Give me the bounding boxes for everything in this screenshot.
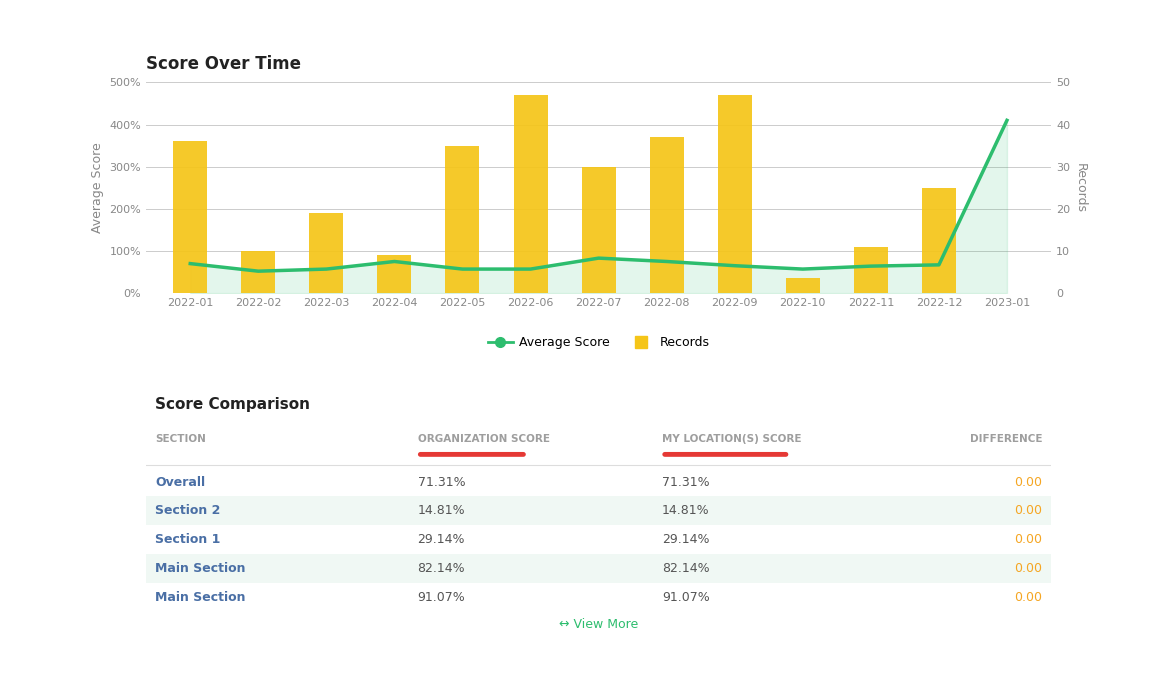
Text: Score Over Time: Score Over Time (146, 54, 301, 73)
Text: 91.07%: 91.07% (418, 591, 465, 604)
Text: 82.14%: 82.14% (418, 562, 465, 575)
Text: MY LOCATION(S) SCORE: MY LOCATION(S) SCORE (662, 434, 801, 444)
Text: 82.14%: 82.14% (662, 562, 710, 575)
Text: ↔ View More: ↔ View More (559, 618, 638, 631)
Text: 0.00: 0.00 (1014, 475, 1042, 488)
Bar (173, 142, 207, 293)
Bar (310, 213, 343, 293)
Text: 0.00: 0.00 (1014, 504, 1042, 517)
Text: DIFFERENCE: DIFFERENCE (969, 434, 1042, 444)
Text: 14.81%: 14.81% (418, 504, 465, 517)
FancyBboxPatch shape (146, 525, 1051, 554)
Bar (242, 251, 276, 293)
Text: ORGANIZATION SCORE: ORGANIZATION SCORE (418, 434, 550, 444)
Text: Main Section: Main Section (155, 591, 245, 604)
FancyBboxPatch shape (146, 583, 1051, 611)
Bar (922, 188, 955, 293)
Text: 0.00: 0.00 (1014, 533, 1042, 546)
Text: 0.00: 0.00 (1014, 591, 1042, 604)
Legend: Average Score, Records: Average Score, Records (482, 331, 715, 354)
Text: 0.00: 0.00 (1014, 562, 1042, 575)
Bar (514, 95, 548, 293)
Y-axis label: Average Score: Average Score (91, 142, 104, 233)
Text: 71.31%: 71.31% (418, 475, 465, 488)
Y-axis label: Records: Records (1073, 163, 1087, 213)
Bar (649, 137, 683, 293)
Text: 29.14%: 29.14% (418, 533, 465, 546)
Bar (582, 167, 616, 293)
Text: 14.81%: 14.81% (662, 504, 710, 517)
FancyBboxPatch shape (146, 497, 1051, 525)
FancyBboxPatch shape (146, 554, 1051, 583)
Text: SECTION: SECTION (155, 434, 206, 444)
Bar (377, 255, 411, 293)
FancyBboxPatch shape (146, 468, 1051, 497)
Text: Score Comparison: Score Comparison (155, 397, 310, 412)
Text: Section 1: Section 1 (155, 533, 221, 546)
Bar (445, 146, 480, 293)
Bar (854, 247, 888, 293)
Bar (717, 95, 752, 293)
Text: Overall: Overall (155, 475, 206, 488)
Text: 29.14%: 29.14% (662, 533, 709, 546)
Text: 71.31%: 71.31% (662, 475, 710, 488)
Text: Main Section: Main Section (155, 562, 245, 575)
Bar (786, 278, 820, 293)
Text: 91.07%: 91.07% (662, 591, 710, 604)
Text: Section 2: Section 2 (155, 504, 221, 517)
